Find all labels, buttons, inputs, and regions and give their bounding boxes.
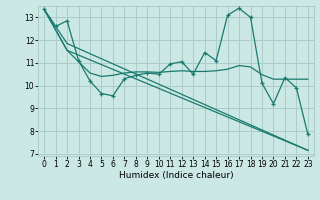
X-axis label: Humidex (Indice chaleur): Humidex (Indice chaleur)	[119, 171, 233, 180]
